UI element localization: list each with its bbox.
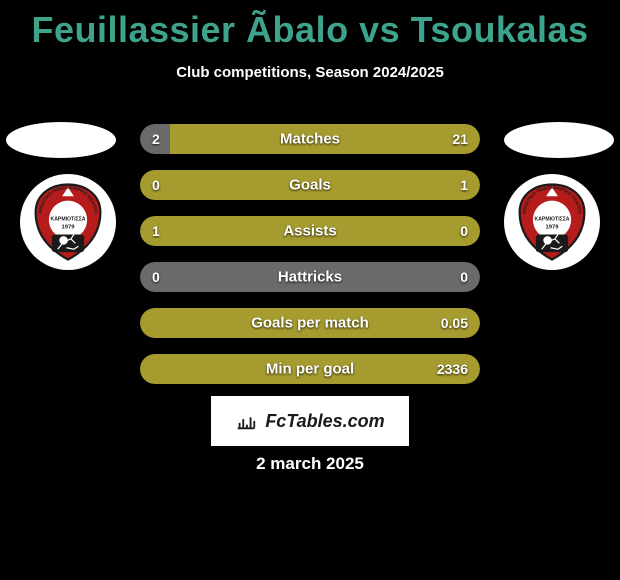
value-right: 0.05 [441, 315, 468, 331]
svg-text:ΚΑΡΜΙΟΤΙΣΣΑ: ΚΑΡΜΙΟΤΙΣΣΑ [534, 217, 569, 223]
stat-label: Assists [283, 223, 336, 240]
stat-row: 2 Matches 21 [140, 124, 480, 154]
value-left: 0 [152, 177, 160, 193]
stat-label: Matches [280, 131, 340, 148]
club-badge-left: ΑΘΛΗΤΙΚΟ ΠΟΔΟΣΦΑΙΡΙΚΟ ΚΕΝΤΡΟ ΚΑΡΜΙΟΤΙΣΣΑ… [20, 174, 116, 270]
value-left: 2 [152, 131, 160, 147]
stats-container: 2 Matches 21 0 Goals 1 1 Assists 0 0 Hat… [140, 124, 480, 400]
shield-icon: ΑΘΛΗΤΙΚΟ ΠΟΔΟΣΦΑΙΡΙΚΟ ΚΕΝΤΡΟ ΚΑΡΜΙΟΤΙΣΣΑ… [31, 183, 105, 261]
value-left: 0 [152, 269, 160, 285]
value-right: 21 [452, 131, 468, 147]
svg-text:ΚΑΡΜΙΟΤΙΣΣΑ: ΚΑΡΜΙΟΤΙΣΣΑ [50, 217, 85, 223]
shield-icon: ΑΘΛΗΤΙΚΟ ΠΟΔΟΣΦΑΙΡΙΚΟ ΚΕΝΤΡΟ ΚΑΡΜΙΟΤΙΣΣΑ… [515, 183, 589, 261]
player-left-oval [6, 122, 116, 158]
svg-text:1979: 1979 [545, 225, 559, 231]
brand-logo: FcTables.com [211, 396, 409, 446]
stat-label: Goals per match [251, 315, 369, 332]
stat-row: 0 Goals 1 [140, 170, 480, 200]
stat-label: Goals [289, 177, 331, 194]
stat-row: 0 Hattricks 0 [140, 262, 480, 292]
stat-row: 1 Assists 0 [140, 216, 480, 246]
bar-right [466, 216, 480, 246]
svg-text:1979: 1979 [61, 225, 75, 231]
stat-label: Hattricks [278, 269, 342, 286]
subtitle: Club competitions, Season 2024/2025 [0, 64, 620, 81]
value-right: 2336 [437, 361, 468, 377]
club-badge-right: ΑΘΛΗΤΙΚΟ ΠΟΔΟΣΦΑΙΡΙΚΟ ΚΕΝΤΡΟ ΚΑΡΜΙΟΤΙΣΣΑ… [504, 174, 600, 270]
stat-row: Min per goal 2336 [140, 354, 480, 384]
bar-left [140, 354, 154, 384]
bar-left [140, 308, 154, 338]
player-right-oval [504, 122, 614, 158]
stat-row: Goals per match 0.05 [140, 308, 480, 338]
value-right: 0 [460, 223, 468, 239]
stat-label: Min per goal [266, 361, 354, 378]
value-left: 1 [152, 223, 160, 239]
brand-text: FcTables.com [265, 411, 384, 432]
chart-icon [235, 410, 257, 432]
page-title: Feuillassier Ãbalo vs Tsoukalas [0, 0, 620, 50]
date-line: 2 march 2025 [0, 454, 620, 474]
value-right: 0 [460, 269, 468, 285]
value-right: 1 [460, 177, 468, 193]
